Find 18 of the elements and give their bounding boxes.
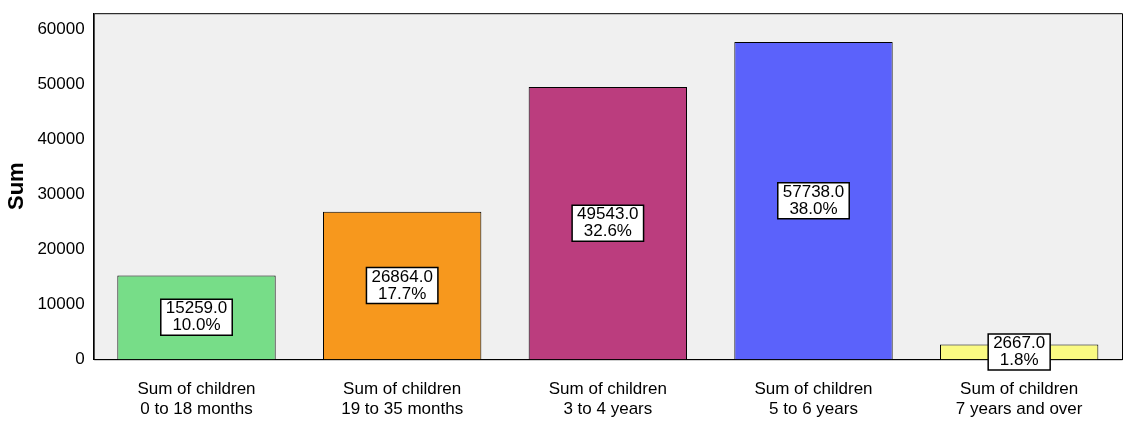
data-label: 57738.0 38.0% <box>782 181 845 218</box>
y-tick-label: 60000 <box>37 19 85 39</box>
x-tick-label: Sum of children 19 to 35 months <box>341 379 464 419</box>
y-tick-label: 50000 <box>37 74 85 94</box>
y-tick-label: 40000 <box>37 129 85 149</box>
data-label: 26864.0 17.7% <box>371 266 433 303</box>
data-label: 49543.0 32.6% <box>577 204 639 241</box>
data-label: 15259.0 10.0% <box>165 298 228 335</box>
x-tick-label: Sum of children 7 years and over <box>955 379 1083 419</box>
x-tick-label: Sum of children 5 to 6 years <box>754 379 873 419</box>
y-tick-label: 0 <box>75 348 85 368</box>
x-tick-label: Sum of children 3 to 4 years <box>548 379 667 419</box>
x-tick-label: Sum of children 0 to 18 months <box>137 379 256 419</box>
y-tick-label: 30000 <box>37 184 85 204</box>
y-axis-title: Sum <box>3 162 29 211</box>
data-label: 2667.0 1.8% <box>993 333 1046 370</box>
y-tick-label: 20000 <box>37 239 85 259</box>
y-tick-label: 10000 <box>37 293 85 313</box>
